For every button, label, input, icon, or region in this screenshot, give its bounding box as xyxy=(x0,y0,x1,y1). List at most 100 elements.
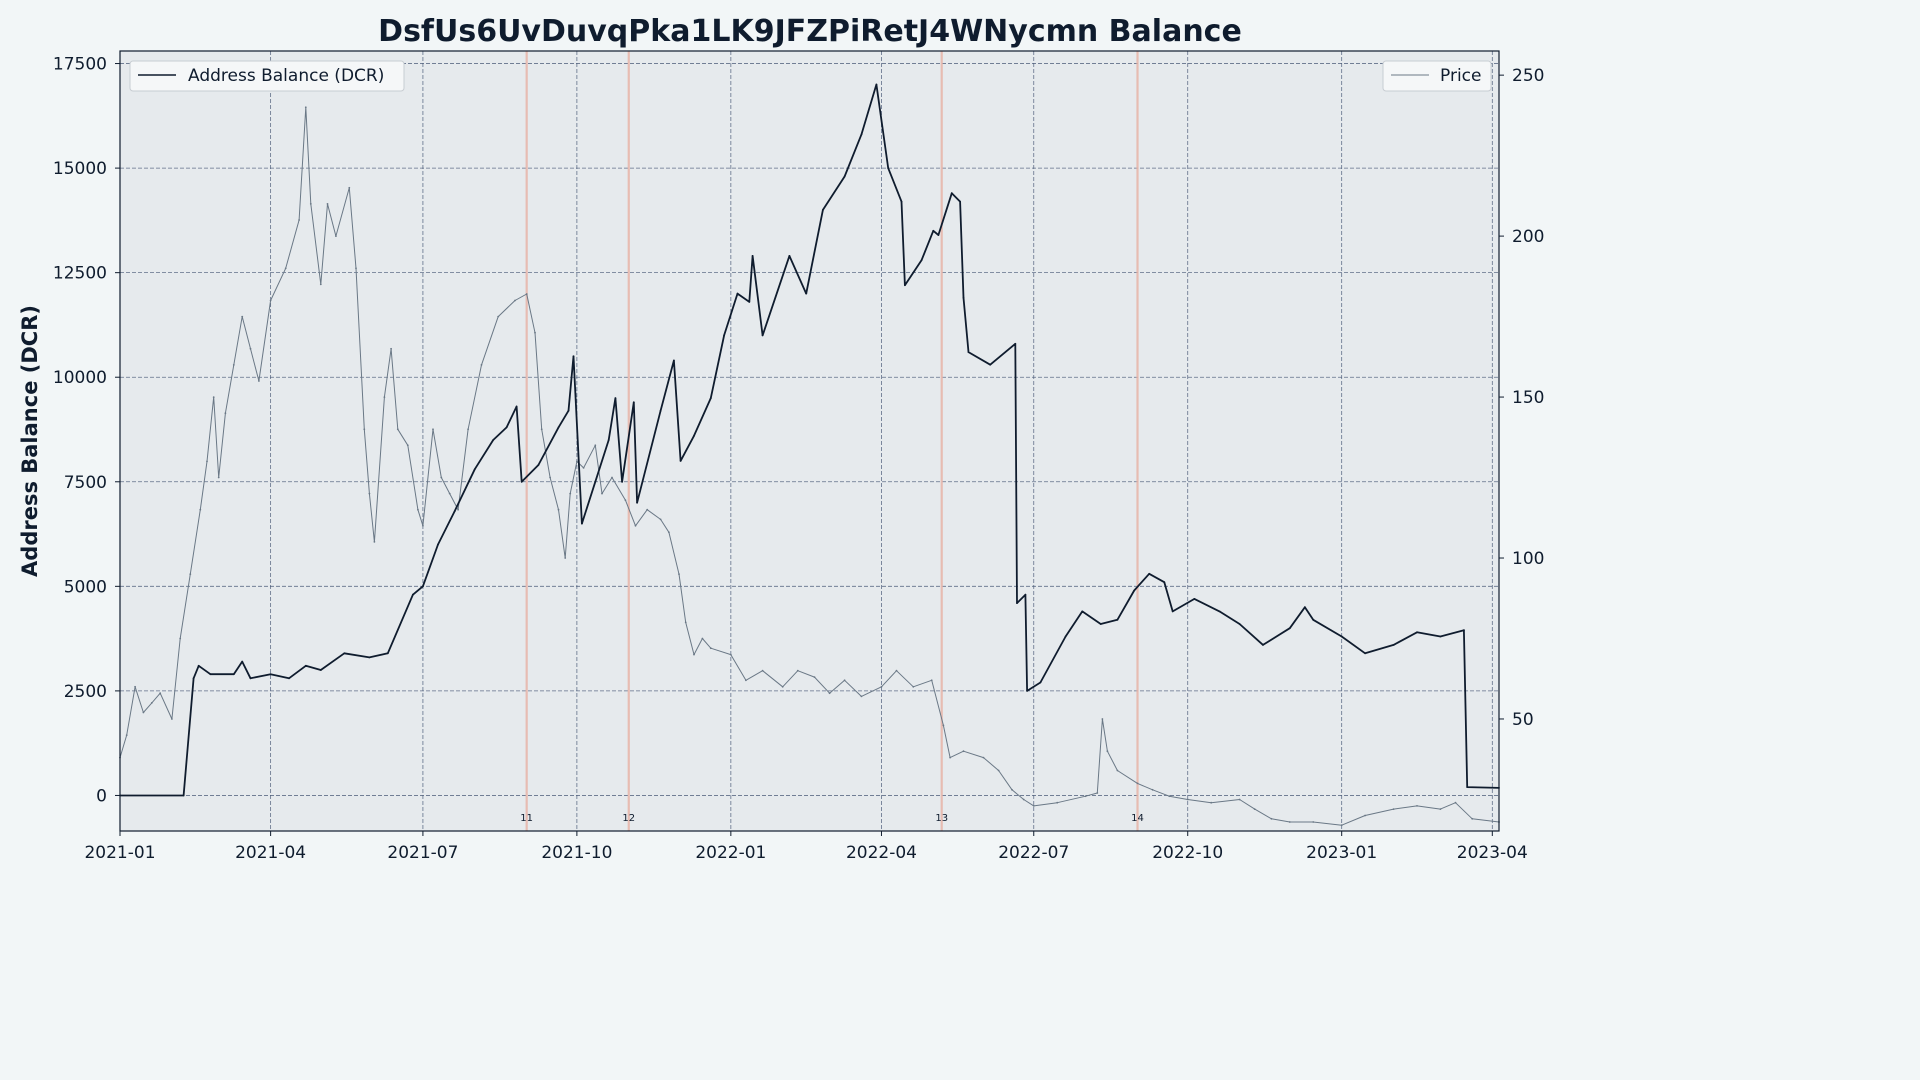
balance-line-point xyxy=(932,229,935,232)
grid xyxy=(119,51,1499,831)
balance-line-point xyxy=(1099,623,1102,625)
balance-line-point xyxy=(748,301,751,303)
balance-line-point xyxy=(1466,786,1469,788)
y-tick-label: 10000 xyxy=(53,368,107,388)
balance-line-point xyxy=(962,296,965,299)
price-line-point xyxy=(557,508,560,511)
price-line xyxy=(119,106,1500,826)
balance-line-point xyxy=(1218,610,1221,613)
balance-series xyxy=(119,83,1500,797)
price-line-point xyxy=(309,203,312,205)
balance-line-point xyxy=(209,673,212,676)
balance-line-point xyxy=(1312,618,1315,621)
balance-line-point xyxy=(860,133,863,136)
y-axis-label: Address Balance (DCR) xyxy=(18,305,42,577)
price-line-point xyxy=(729,653,732,656)
balance-line-point xyxy=(1116,618,1119,621)
price-line-point xyxy=(962,750,965,753)
plot-background xyxy=(120,51,1499,831)
balance-line-point xyxy=(1193,598,1196,600)
price-line-point xyxy=(217,476,220,479)
balance-line-point xyxy=(473,468,476,471)
price-line-point xyxy=(269,299,272,302)
balance-line-point xyxy=(1463,629,1465,632)
balance-line xyxy=(120,83,1500,797)
price-line-point xyxy=(601,492,603,495)
price-line-point xyxy=(1439,808,1442,810)
price-line-point xyxy=(1238,798,1241,801)
balance-line-point xyxy=(182,794,185,797)
price-line-point xyxy=(363,428,366,431)
price-line-point xyxy=(611,476,613,479)
balance-line-point xyxy=(572,355,575,358)
price-line-point xyxy=(1364,814,1366,817)
event-label: 12 xyxy=(622,813,635,824)
balance-line-point xyxy=(679,460,682,462)
balance-line-point xyxy=(368,656,371,659)
balance-line-point xyxy=(1039,681,1042,684)
x-tick-label: 2021-01 xyxy=(84,843,155,863)
price-line-point xyxy=(249,347,252,350)
price-line-point xyxy=(540,428,543,431)
price-line-point xyxy=(150,702,153,704)
price-line-point xyxy=(1340,824,1343,827)
price-line-point xyxy=(467,428,469,431)
balance-line-point xyxy=(232,673,235,676)
price-line-point xyxy=(206,460,208,463)
price-line-point xyxy=(390,347,392,350)
price-line-point xyxy=(224,412,227,415)
balance-line-point xyxy=(1340,635,1343,638)
price-line-point xyxy=(497,315,500,318)
balance-line-point xyxy=(197,664,200,667)
balance-line-point xyxy=(241,660,244,663)
event-label: 13 xyxy=(935,813,948,824)
balance-line-point xyxy=(557,426,560,429)
price-line-point xyxy=(828,692,831,695)
price-line-point xyxy=(514,299,516,302)
price-line-point xyxy=(534,331,536,334)
price-line-point xyxy=(549,476,551,479)
balance-line-point xyxy=(788,255,791,257)
balance-line-point xyxy=(1416,631,1418,634)
balance-line-point xyxy=(875,83,878,86)
price-line-point xyxy=(1270,817,1273,820)
price-line-point xyxy=(1011,788,1013,791)
axes: 0 2500 5000 7500 10000 12500 15000 17500 2021-01… xyxy=(53,55,1545,863)
balance-line-point xyxy=(581,522,583,525)
balance-line-point xyxy=(1262,644,1264,646)
price-line-point xyxy=(701,637,704,640)
balance-line-point xyxy=(614,397,617,399)
price-line-point xyxy=(1253,808,1256,810)
balance-line-point xyxy=(607,439,610,441)
legend-balance: Address Balance (DCR) xyxy=(129,60,405,92)
price-line-point xyxy=(564,557,567,559)
balance-line-point xyxy=(937,234,940,236)
price-line-point xyxy=(1210,801,1213,804)
event-label: 14 xyxy=(1131,813,1144,824)
legend-balance-box xyxy=(129,60,405,92)
price-line-point xyxy=(355,267,357,270)
balance-line-point xyxy=(693,434,695,437)
balance-line-point xyxy=(192,677,195,680)
x-tick-label: 2022-07 xyxy=(998,843,1069,863)
x-tick-label: 2023-04 xyxy=(1457,843,1528,863)
price-series xyxy=(119,106,1500,827)
price-line-point xyxy=(319,283,322,286)
balance-line-point xyxy=(632,401,635,404)
plot-frame xyxy=(119,50,1500,832)
balance-line-point xyxy=(515,405,518,408)
balance-line-point xyxy=(1064,635,1067,638)
price-line-point xyxy=(624,499,627,501)
balance-chart: DsfUs6UvDuvqPka1LK9JFZPiRetJ4WNycmn Bala… xyxy=(18,14,1545,863)
price-line-point xyxy=(1151,788,1154,791)
balance-line-point xyxy=(343,652,346,655)
x-tick-label: 2021-07 xyxy=(387,843,458,863)
x-tick-label: 2022-01 xyxy=(695,843,766,863)
price-line-point xyxy=(813,676,816,678)
price-line-point xyxy=(199,508,202,511)
price-line-point xyxy=(189,573,192,575)
price-line-point xyxy=(448,492,451,495)
price-line-point xyxy=(594,444,597,447)
price-line-point xyxy=(1288,821,1291,823)
balance-line-point xyxy=(959,200,961,203)
